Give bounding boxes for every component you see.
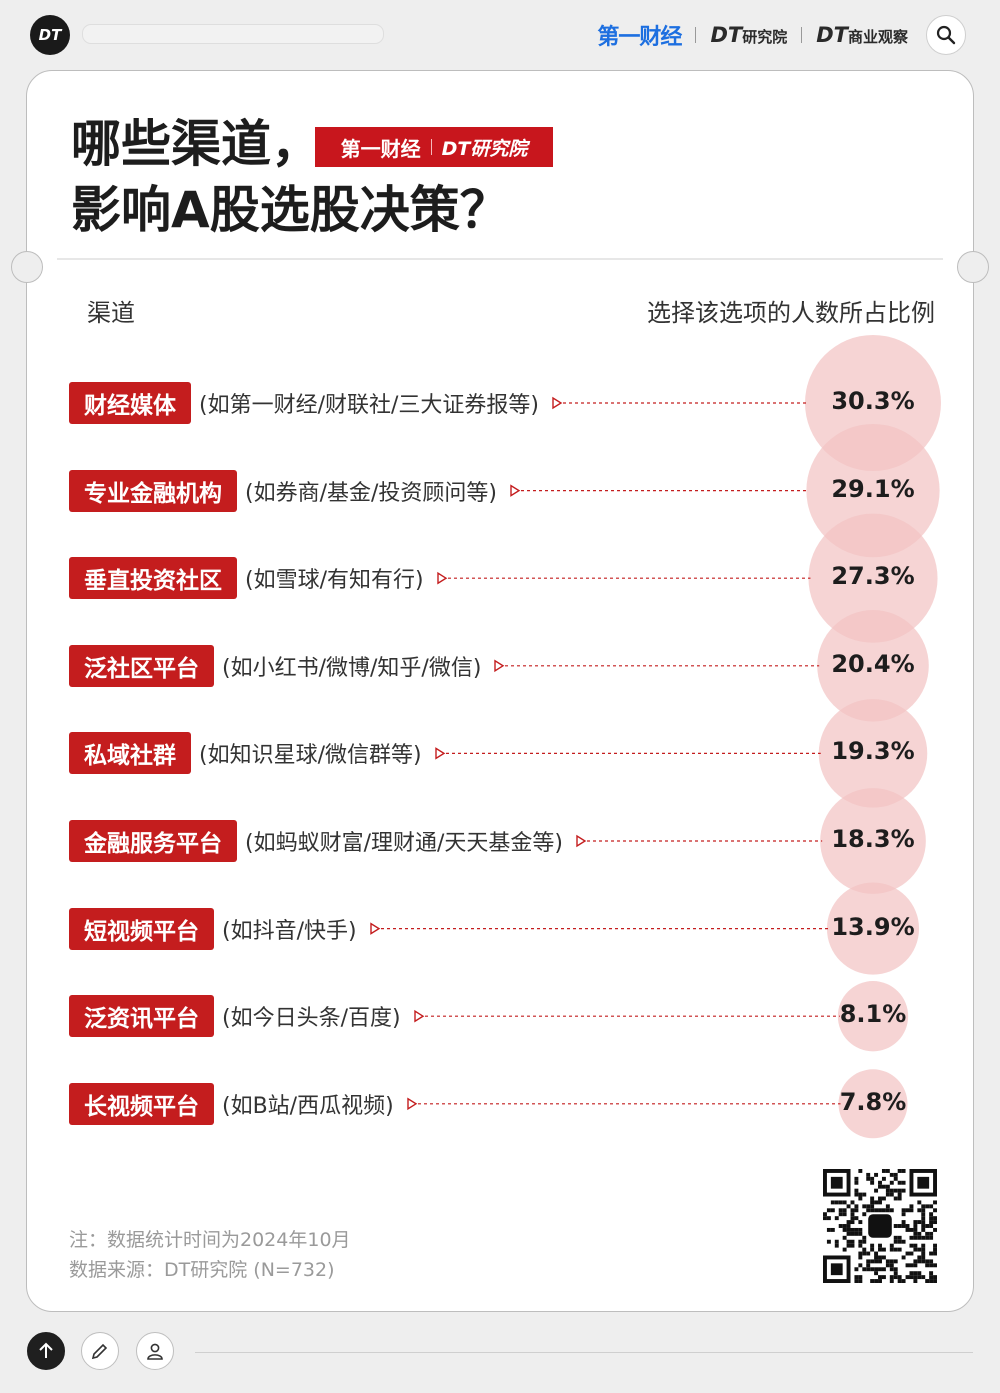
scroll-top-button[interactable] xyxy=(27,1332,65,1370)
value-label: 29.1% xyxy=(831,474,915,503)
bubble-2 xyxy=(808,513,938,643)
channel-row: 泛社区平台 (如小红书/微博/知乎/微信) xyxy=(69,644,481,688)
title-line-2: 影响A股选股决策？ xyxy=(71,181,510,239)
value-label: 27.3% xyxy=(831,562,915,591)
infographic-card: 哪些渠道， 影响A股选股决策？ 第一财经 DT研究院 渠道 选择该选项的人数所占… xyxy=(11,70,989,1312)
brand-dt-research: DT研究院 xyxy=(710,23,788,47)
toolbar-divider xyxy=(195,1352,973,1353)
qr-code-icon[interactable] xyxy=(823,1169,937,1283)
leader-arrow xyxy=(370,922,381,935)
brand-yicai: 第一财经 xyxy=(597,25,682,50)
value-label: 20.4% xyxy=(831,649,915,678)
note-source: 数据来源：DT研究院 (N=732) xyxy=(69,1259,335,1281)
card-notch-right xyxy=(957,251,989,283)
channel-row: 长视频平台 (如B站/西瓜视频) xyxy=(69,1082,394,1126)
channel-row: 财经媒体 (如第一财经/财联社/三大证券报等) xyxy=(69,381,539,425)
channel-tag: 私域社群 xyxy=(69,732,191,775)
column-header-share: 选择该选项的人数所占比例 xyxy=(647,299,935,327)
user-icon xyxy=(147,1343,163,1360)
bubble-chart xyxy=(57,258,943,1139)
channel-row: 金融服务平台 (如蚂蚁财富/理财通/天天基金等) xyxy=(69,819,563,863)
channel-tag: 长视频平台 xyxy=(69,1082,214,1125)
channel-examples: (如雪球/有知有行) xyxy=(245,568,424,594)
leader-arrow xyxy=(510,484,521,497)
channel-examples: (如今日头条/百度) xyxy=(222,1006,401,1032)
pencil-icon xyxy=(91,1343,108,1360)
value-label: 7.8% xyxy=(839,1087,907,1116)
channel-row: 泛资讯平台 (如今日头条/百度) xyxy=(69,994,401,1038)
leader-arrow xyxy=(414,1009,425,1023)
title-line-1: 哪些渠道， xyxy=(71,115,321,173)
channel-row: 短视频平台 (如抖音/快手) xyxy=(69,907,357,951)
channel-examples: (如券商/基金/投资顾问等) xyxy=(245,480,497,506)
channel-tag: 金融服务平台 xyxy=(69,820,237,862)
edit-button[interactable] xyxy=(81,1332,119,1370)
page-title: 哪些渠道， 影响A股选股决策？ xyxy=(71,111,510,243)
title-logo-dt: DT研究院 xyxy=(441,137,528,160)
card-notch-left xyxy=(11,251,43,283)
channel-tag: 泛社区平台 xyxy=(69,644,214,687)
channel-tag: 财经媒体 xyxy=(69,382,191,424)
title-brand-logo: 第一财经 DT研究院 xyxy=(315,127,553,167)
bottom-toolbar xyxy=(0,1318,1000,1393)
column-header-channel: 渠道 xyxy=(87,299,135,327)
channel-tag: 短视频平台 xyxy=(69,907,214,950)
bubble-7 xyxy=(837,981,909,1052)
channel-examples: (如知识星球/微信群等) xyxy=(199,743,422,769)
channel-tag: 泛资讯平台 xyxy=(69,995,214,1038)
title-logo-divider xyxy=(430,139,432,155)
note-date: 注：数据统计时间为2024年10月 xyxy=(69,1229,351,1251)
bubble-4 xyxy=(818,699,928,808)
channel-tag: 垂直投资社区 xyxy=(69,557,237,600)
brand-strip: 第一财经 DT研究院 DT商业观察 xyxy=(597,18,908,52)
search-button[interactable] xyxy=(926,15,966,55)
channel-row: 私域社群 (如知识星球/微信群等) xyxy=(69,731,422,775)
address-bar[interactable] xyxy=(82,24,384,44)
leader-arrow xyxy=(576,834,587,848)
leader-arrow xyxy=(494,659,505,673)
channel-examples: (如小红书/微博/知乎/微信) xyxy=(222,655,482,681)
brand-divider xyxy=(695,27,697,43)
search-icon xyxy=(936,25,956,45)
leader-arrow xyxy=(552,396,563,410)
value-label: 18.3% xyxy=(831,825,915,853)
leader-arrow xyxy=(407,1097,418,1111)
value-label: 8.1% xyxy=(839,1000,907,1029)
value-label: 30.3% xyxy=(831,387,915,415)
brand-divider xyxy=(801,27,803,43)
channel-examples: (如B站/西瓜视频) xyxy=(222,1093,394,1119)
channel-examples: (如蚂蚁财富/理财通/天天基金等) xyxy=(245,831,563,856)
top-bar: DT 第一财经 DT研究院 DT商业观察 xyxy=(0,0,1000,70)
channel-row: 专业金融机构 (如券商/基金/投资顾问等) xyxy=(69,469,497,513)
dt-logo-icon[interactable]: DT xyxy=(30,15,70,55)
title-logo-yicai: 第一财经 xyxy=(340,136,421,161)
bubble-3 xyxy=(817,610,929,722)
channel-examples: (如抖音/快手) xyxy=(222,918,357,944)
brand-dt-business: DT商业观察 xyxy=(816,23,908,47)
channel-row: 垂直投资社区 (如雪球/有知有行) xyxy=(69,556,424,600)
arrow-up-icon xyxy=(39,1342,53,1358)
bubble-6 xyxy=(826,882,920,975)
value-label: 19.3% xyxy=(831,737,915,766)
value-label: 13.9% xyxy=(831,912,915,941)
channel-tag: 专业金融机构 xyxy=(69,469,237,512)
bubble-8 xyxy=(838,1069,908,1139)
leader-arrow xyxy=(437,571,448,585)
profile-button[interactable] xyxy=(136,1332,174,1370)
bubble-5 xyxy=(820,788,926,894)
leader-arrow xyxy=(435,747,446,760)
channel-examples: (如第一财经/财联社/三大证券报等) xyxy=(199,393,539,418)
